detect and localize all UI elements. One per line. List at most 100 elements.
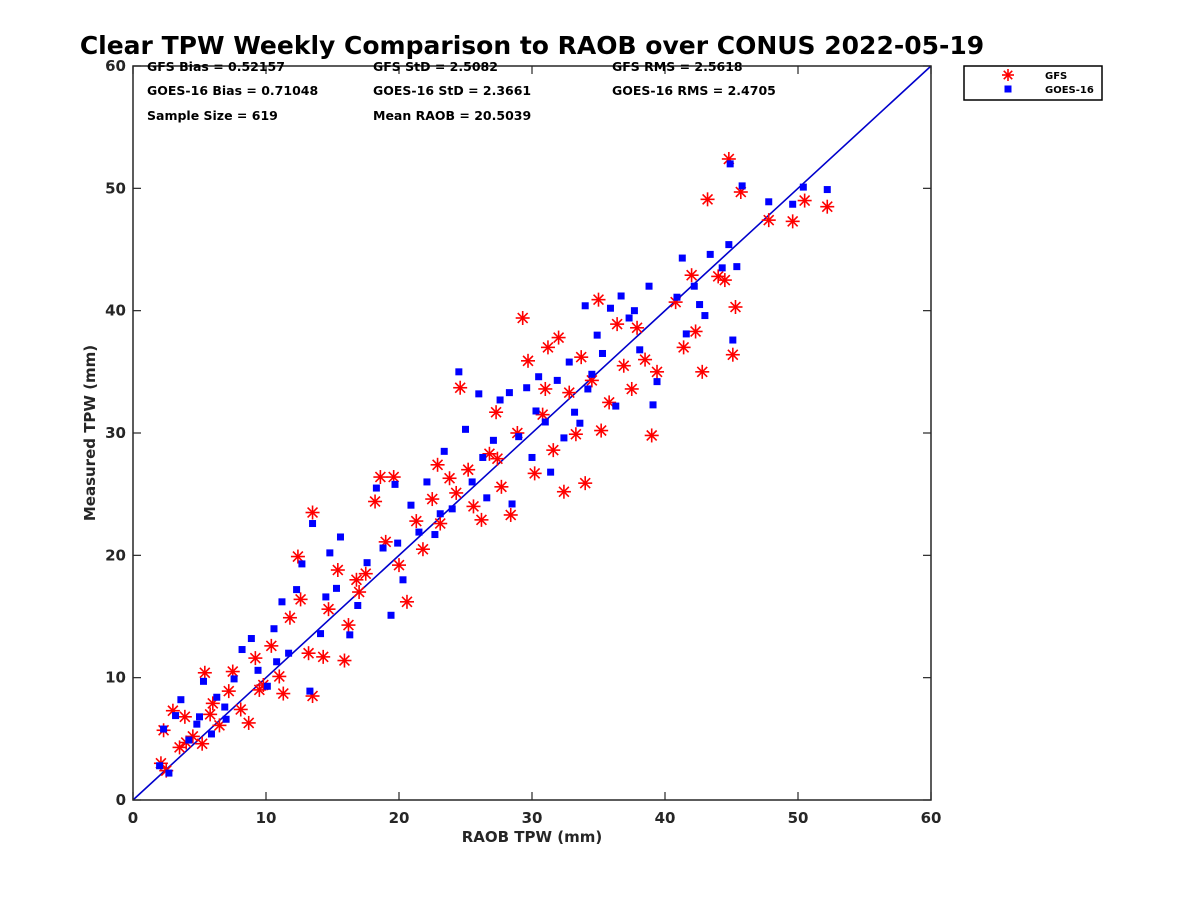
gfs-point (578, 476, 593, 491)
gfs-point (785, 214, 800, 229)
x-tick-label: 40 (655, 809, 676, 827)
goes-16-point (270, 625, 278, 633)
gfs-point (591, 292, 606, 307)
gfs-point (717, 273, 732, 288)
gfs-point (695, 364, 710, 379)
gfs-point (330, 563, 345, 578)
goes-16-point (363, 559, 371, 567)
y-tick-label: 0 (116, 791, 126, 809)
gfs-point (305, 505, 320, 520)
gfs-point (676, 340, 691, 355)
gfs-point (551, 330, 566, 345)
x-tick-label: 50 (788, 809, 809, 827)
goes-16-point (738, 182, 746, 190)
goes-16-point (528, 453, 536, 461)
goes-16-point (547, 468, 555, 476)
goes-16-point (455, 368, 463, 376)
gfs-point (301, 646, 316, 661)
goes-16-point (332, 584, 340, 592)
goes-16-point (391, 480, 399, 488)
gfs-point (205, 696, 220, 711)
chart-title: Clear TPW Weekly Comparison to RAOB over… (80, 31, 984, 60)
goes-16-point (160, 725, 168, 733)
gfs-point (272, 669, 287, 684)
goes-16-point (598, 349, 606, 357)
legend-gfs-marker (1002, 69, 1014, 81)
gfs-point (409, 514, 424, 529)
goes-16-series (156, 160, 831, 777)
goes-16-point (682, 330, 690, 338)
goes-16-point (407, 501, 415, 509)
goes-16-point (789, 200, 797, 208)
goes-16-point (221, 703, 229, 711)
gfs-point (453, 380, 468, 395)
goes-16-point (199, 677, 207, 685)
gfs-point (797, 193, 812, 208)
gfs-point (195, 736, 210, 751)
gfs-point (252, 682, 267, 697)
gfs-point (442, 471, 457, 486)
goes-16-point (532, 407, 540, 415)
gfs-point (594, 423, 609, 438)
gfs-point (433, 516, 448, 531)
goes-16-point (541, 418, 549, 426)
gfs-point (474, 512, 489, 527)
gfs-point (490, 451, 505, 466)
y-axis-label: Measured TPW (mm) (81, 345, 99, 521)
gfs-point (630, 320, 645, 335)
gfs-point (241, 715, 256, 730)
goes-16-point (696, 301, 704, 309)
gfs-rms-text: GFS RMS = 2.5618 (612, 59, 743, 74)
goes-16-point (823, 186, 831, 194)
gfs-point (515, 311, 530, 326)
goes-16-point (706, 250, 714, 258)
gfs-point (820, 199, 835, 214)
gfs-point (276, 686, 291, 701)
goes-16-point (625, 314, 633, 322)
legend-gfs-label: GFS (1045, 71, 1067, 82)
goes-16-point (673, 293, 681, 301)
goes-16-point (630, 307, 638, 315)
goes-16-point (172, 712, 180, 720)
goes-16-point (496, 396, 504, 404)
gfs-point (392, 558, 406, 573)
goes-16-point (354, 601, 362, 609)
gfs-point (494, 479, 509, 494)
goes-16-point (508, 500, 516, 508)
gfs-point (556, 484, 571, 499)
goes-16-point (553, 376, 561, 384)
legend-box (963, 65, 1103, 101)
gfs-point (684, 268, 699, 283)
goes-16-point (645, 282, 653, 290)
gfs-point (489, 405, 504, 420)
goes-16-point (322, 593, 330, 601)
gfs-std-text: GFS StD = 2.5082 (373, 59, 498, 74)
goes-16-point (515, 433, 523, 441)
goes-16-point (285, 649, 293, 657)
goes-16-point (263, 682, 271, 690)
goes-std-text: GOES-16 StD = 2.3661 (373, 83, 531, 98)
gfs-point (562, 385, 577, 400)
goes-16-point (372, 484, 380, 492)
goes-16-point (230, 675, 238, 683)
gfs-point (264, 638, 279, 653)
goes-16-point (617, 292, 625, 300)
gfs-point (203, 707, 218, 722)
goes-16-point (238, 646, 246, 654)
goes-16-point (725, 241, 733, 249)
goes-16-point (298, 560, 306, 568)
goes-16-point (177, 696, 185, 704)
goes-16-point (653, 378, 661, 386)
goes-16-point (254, 666, 262, 674)
gfs-point (761, 213, 776, 228)
y-tick-label: 10 (105, 669, 126, 687)
goes-16-point (678, 254, 686, 262)
goes-16-point (394, 539, 402, 547)
gfs-point (538, 381, 553, 396)
goes-16-point (336, 533, 344, 541)
gfs-point (368, 494, 383, 509)
goes-16-point (293, 586, 301, 594)
goes-16-point (468, 478, 476, 486)
goes-rms-text: GOES-16 RMS = 2.4705 (612, 83, 776, 98)
goes-16-point (799, 183, 807, 191)
